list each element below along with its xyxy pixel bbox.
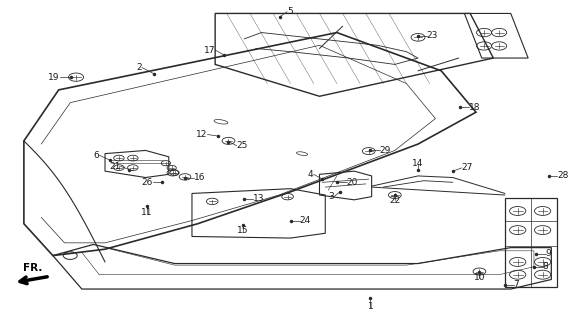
Text: 11: 11	[141, 208, 152, 217]
Text: 28: 28	[557, 172, 568, 180]
Text: 23: 23	[426, 31, 438, 40]
Text: 15: 15	[237, 226, 249, 235]
Text: 7: 7	[514, 280, 519, 289]
Text: FR.: FR.	[23, 263, 42, 273]
Text: 1: 1	[368, 302, 374, 311]
Text: 25: 25	[236, 141, 248, 150]
Text: 12: 12	[196, 130, 207, 139]
Text: 21: 21	[109, 162, 121, 171]
Text: 26: 26	[142, 178, 153, 187]
Text: 27: 27	[461, 164, 473, 172]
Text: 10: 10	[474, 273, 485, 282]
Text: 16: 16	[194, 173, 206, 182]
Text: 14: 14	[413, 159, 424, 168]
Text: 13: 13	[253, 194, 265, 204]
Text: 4: 4	[308, 170, 314, 179]
Text: 18: 18	[469, 103, 480, 112]
Text: 20: 20	[347, 178, 358, 187]
Text: 17: 17	[204, 45, 215, 55]
Text: 9: 9	[546, 250, 551, 259]
Text: 19: 19	[48, 73, 60, 82]
Text: 3: 3	[328, 192, 334, 201]
Text: 2: 2	[137, 63, 142, 72]
Text: 8: 8	[543, 262, 548, 271]
Text: 22: 22	[389, 196, 400, 205]
Text: 24: 24	[300, 216, 311, 225]
Text: 29: 29	[380, 146, 391, 155]
Text: 6: 6	[94, 151, 99, 160]
Text: 5: 5	[287, 7, 293, 16]
